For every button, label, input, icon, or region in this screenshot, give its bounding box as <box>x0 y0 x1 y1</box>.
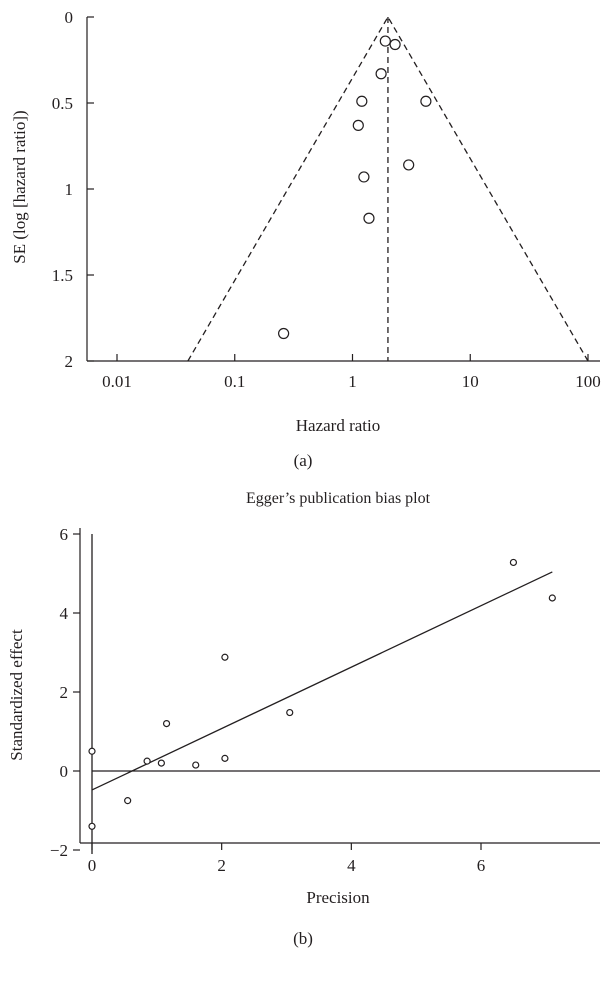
funnel-y-tick-label: 0.5 <box>52 94 73 113</box>
egger-plot-x-axis-label: Precision <box>306 888 370 907</box>
egger-study-point <box>509 558 518 567</box>
funnel-y-tick-label: 1 <box>65 180 74 199</box>
funnel-study-point <box>278 327 290 340</box>
funnel-y-tick-label: 0 <box>65 8 74 27</box>
egger-y-tick-label: 4 <box>60 604 69 623</box>
egger-plot-title: Egger’s publication bias plot <box>246 490 431 507</box>
funnel-y-tick-label: 1.5 <box>52 266 73 285</box>
egger-x-tick-label: 4 <box>347 856 356 875</box>
funnel-study-point <box>356 95 368 107</box>
egger-plot-panel: Egger’s publication bias plot −2 0 2 4 6 0 2 4 6… <box>7 490 600 948</box>
egger-x-tick-label: 0 <box>88 856 97 875</box>
egger-study-point <box>221 754 229 762</box>
funnel-plot-axes: 0 0.5 1 1.5 2 0.01 0.1 1 10 100 <box>52 8 601 391</box>
egger-y-tick-label: 6 <box>60 525 69 544</box>
funnel-study-point <box>352 119 364 131</box>
funnel-study-point <box>358 171 370 183</box>
funnel-x-tick-label: 100 <box>575 372 601 391</box>
funnel-x-tick-label: 0.1 <box>224 372 245 391</box>
egger-study-point <box>88 822 96 830</box>
funnel-study-point <box>389 38 401 51</box>
egger-study-point <box>162 719 171 728</box>
egger-x-tick-label: 2 <box>217 856 226 875</box>
funnel-plot-x-axis-label: Hazard ratio <box>296 416 380 435</box>
egger-study-point <box>286 708 294 717</box>
funnel-plot-y-axis-label: SE (log [hazard ratio]) <box>10 110 29 263</box>
funnel-confidence-limits <box>187 15 589 362</box>
funnel-x-tick-label: 0.01 <box>102 372 132 391</box>
funnel-x-tick-label: 1 <box>348 372 357 391</box>
egger-plot-axes: −2 0 2 4 6 0 2 4 6 <box>50 525 600 875</box>
egger-study-point <box>157 759 165 767</box>
egger-y-tick-label: −2 <box>50 841 68 860</box>
egger-x-tick-label: 6 <box>477 856 486 875</box>
funnel-study-point <box>363 212 375 224</box>
egger-study-point <box>221 653 229 661</box>
egger-plot-panel-label: (b) <box>293 929 313 948</box>
funnel-plot-panel: 0 0.5 1 1.5 2 0.01 0.1 1 10 100 Hazard ratio SE (… <box>10 8 601 470</box>
egger-study-point <box>192 761 200 769</box>
funnel-y-tick-label: 2 <box>65 352 74 371</box>
egger-y-tick-label: 0 <box>60 762 69 781</box>
egger-y-tick-label: 2 <box>60 683 69 702</box>
egger-study-point <box>124 797 132 805</box>
egger-plot-y-axis-label: Standardized effect <box>7 629 26 761</box>
funnel-x-tick-label: 10 <box>462 372 479 391</box>
egger-regression-line <box>91 571 553 791</box>
funnel-study-point <box>403 159 415 171</box>
funnel-plot-marks <box>187 15 589 362</box>
egger-plot-marks <box>88 534 600 854</box>
funnel-plot-panel-label: (a) <box>294 451 313 470</box>
egger-study-point <box>143 757 151 765</box>
egger-study-point <box>88 747 96 755</box>
egger-study-point <box>548 594 556 602</box>
funnel-study-point <box>420 95 432 107</box>
funnel-study-point <box>379 35 391 47</box>
funnel-study-point <box>375 68 387 80</box>
